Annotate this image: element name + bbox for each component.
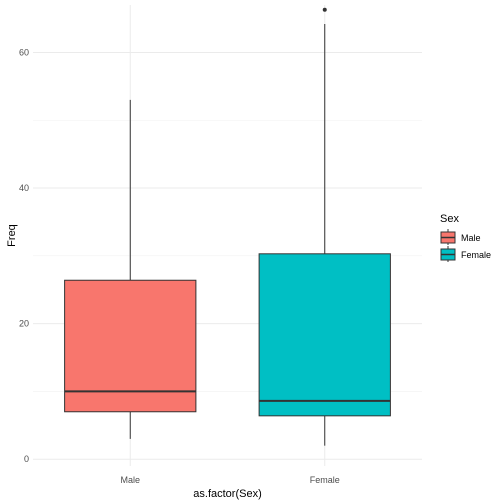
boxes-layer	[64, 7, 391, 446]
legend-label: Female	[461, 250, 491, 260]
y-tick-label: 20	[19, 319, 29, 329]
y-tick-label: 0	[24, 454, 29, 464]
outlier-point	[322, 7, 327, 12]
y-tick-label: 40	[19, 183, 29, 193]
box-male	[64, 99, 197, 439]
legend-entry-male: Male	[440, 229, 481, 245]
x-axis-ticks: Male Female	[120, 475, 339, 485]
legend-title: Sex	[440, 213, 459, 225]
legend: Sex Male Female	[440, 213, 491, 262]
x-tick-label: Male	[120, 475, 140, 485]
x-axis-title: as.factor(Sex)	[193, 488, 261, 500]
y-axis-ticks: 0 20 40 60	[19, 47, 29, 464]
box-body	[64, 279, 197, 413]
box-female	[258, 7, 391, 446]
x-tick-label: Female	[310, 475, 340, 485]
y-tick-label: 60	[19, 47, 29, 57]
y-axis-title: Freq	[6, 224, 18, 247]
box-body	[258, 253, 391, 417]
legend-entry-female: Female	[440, 246, 491, 262]
legend-label: Male	[461, 233, 481, 243]
